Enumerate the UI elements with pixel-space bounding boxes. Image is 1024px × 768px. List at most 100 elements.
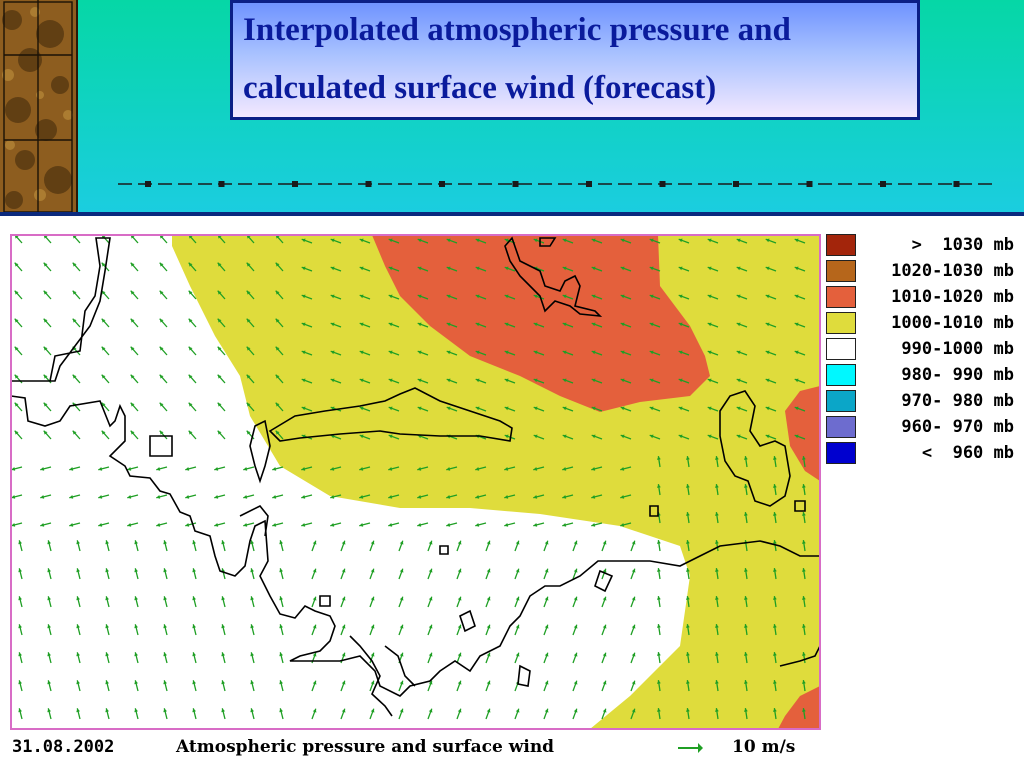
wind-arrow-head	[388, 350, 393, 355]
wind-arrow-head	[159, 290, 164, 295]
legend-swatch	[826, 416, 856, 438]
wind-arrow-head	[649, 322, 654, 327]
wind-arrow-head	[802, 624, 806, 628]
wind-arrow-head	[163, 540, 167, 545]
wind-arrow-head	[370, 652, 375, 657]
wind-arrow-head	[457, 568, 462, 573]
wind-arrow-head	[246, 262, 251, 267]
wind-arrow-head	[388, 266, 393, 271]
texture-image	[0, 0, 76, 214]
wind-arrow-head	[301, 406, 306, 411]
wind-arrow-head	[715, 568, 719, 572]
dash-marker	[806, 181, 813, 187]
wind-arrow-head	[47, 652, 51, 657]
wind-arrow-head	[544, 708, 549, 713]
wind-arrow-head	[573, 624, 578, 629]
wind-arrow-head	[370, 596, 375, 601]
wind-arrow-head	[602, 540, 607, 545]
wind-arrow-head	[185, 523, 190, 527]
wind-arrow-head	[370, 568, 375, 573]
wind-arrow-head	[773, 484, 777, 488]
wind-arrow-head	[98, 495, 103, 499]
wind-arrow-head	[159, 346, 164, 351]
wind-arrow-head	[591, 378, 596, 383]
dash-marker	[659, 181, 666, 187]
wind-arrow-head	[188, 402, 193, 407]
wind-arrow-head	[272, 467, 277, 471]
wind-arrow-head	[370, 708, 375, 713]
wind-arrow-head	[43, 430, 48, 435]
wind-arrow-head	[76, 680, 80, 685]
wind-arrow-head	[388, 523, 393, 527]
wind-arrow-head	[428, 708, 433, 713]
wind-arrow-head	[573, 680, 578, 685]
header-divider	[0, 212, 1024, 216]
wind-arrow-head	[72, 430, 77, 435]
wind-arrow-head	[388, 434, 393, 439]
wind-arrow-head	[330, 322, 335, 327]
wind-arrow-head	[163, 680, 167, 685]
wind-arrow-head	[562, 266, 567, 271]
wind-arrow-head	[192, 680, 196, 685]
wind-arrow-head	[802, 484, 806, 488]
wind-arrow-head	[217, 430, 222, 435]
legend-row: 1010-1020 mb	[824, 284, 1020, 310]
wind-arrow-head	[341, 680, 346, 685]
coastlines	[11, 236, 820, 717]
wind-arrow-head	[591, 350, 596, 355]
wind-arrow-head	[620, 523, 625, 527]
wind-arrow-head	[533, 495, 538, 499]
wind-arrow-head	[736, 406, 741, 411]
wind-arrow-head	[101, 374, 106, 379]
wind-arrow-head	[686, 708, 690, 712]
wind-arrow-head	[446, 378, 451, 383]
wind-arrow-head	[428, 624, 433, 629]
wind-arrow-head	[127, 467, 132, 471]
wind-arrow-head	[515, 624, 520, 629]
wind-arrow-head	[544, 540, 549, 545]
wind-arrow-head	[562, 350, 567, 355]
wind-arrow-head	[14, 402, 19, 407]
wind-arrow-head	[562, 406, 567, 411]
legend-row: 970- 980 mb	[824, 388, 1020, 414]
wind-arrow-head	[446, 467, 451, 471]
wind-arrow-head	[631, 624, 636, 629]
wind-arrow-head	[312, 568, 317, 573]
wind-arrow-head	[18, 680, 22, 685]
wind-arrow-head	[602, 568, 607, 573]
wind-arrow-head	[765, 322, 770, 327]
wind-arrow-head	[246, 346, 251, 351]
wind-arrow-head	[18, 540, 22, 545]
wind-arrow-head	[649, 350, 654, 355]
slide-title-line-1: Interpolated atmospheric pressure and	[243, 12, 791, 48]
wind-arrow-head	[359, 434, 364, 439]
wind-arrow-head	[678, 406, 683, 411]
wind-arrow-head	[504, 350, 509, 355]
wind-arrow-head	[457, 540, 462, 545]
wind-arrow-head	[130, 346, 135, 351]
wind-arrow-head	[47, 596, 51, 601]
wind-arrow-head	[188, 290, 193, 295]
wind-arrow-head	[715, 512, 719, 516]
wind-arrow-head	[631, 652, 636, 657]
wind-arrow-head	[43, 262, 48, 267]
legend-swatch	[826, 338, 856, 360]
wind-arrow-head	[631, 708, 636, 713]
wind-arrow-head	[707, 406, 712, 411]
wind-arrow-head	[69, 495, 74, 499]
legend-label: > 1030 mb	[911, 235, 1014, 255]
wind-arrow-head	[773, 596, 777, 600]
wind-arrow-head	[657, 596, 661, 600]
wind-arrow-head	[221, 680, 225, 685]
wind-arrow-head	[18, 708, 22, 713]
wind-arrow-head	[773, 540, 777, 544]
wind-arrow-head	[246, 430, 251, 435]
wind-arrow-head	[602, 708, 607, 713]
wind-arrow-head	[686, 680, 690, 684]
wind-arrow-head	[794, 322, 799, 327]
wind-arrow-head	[794, 378, 799, 383]
wind-arrow-head	[417, 350, 422, 355]
wind-arrow-head	[217, 290, 222, 295]
wind-arrow-head	[250, 596, 254, 601]
dash-marker	[439, 181, 445, 187]
